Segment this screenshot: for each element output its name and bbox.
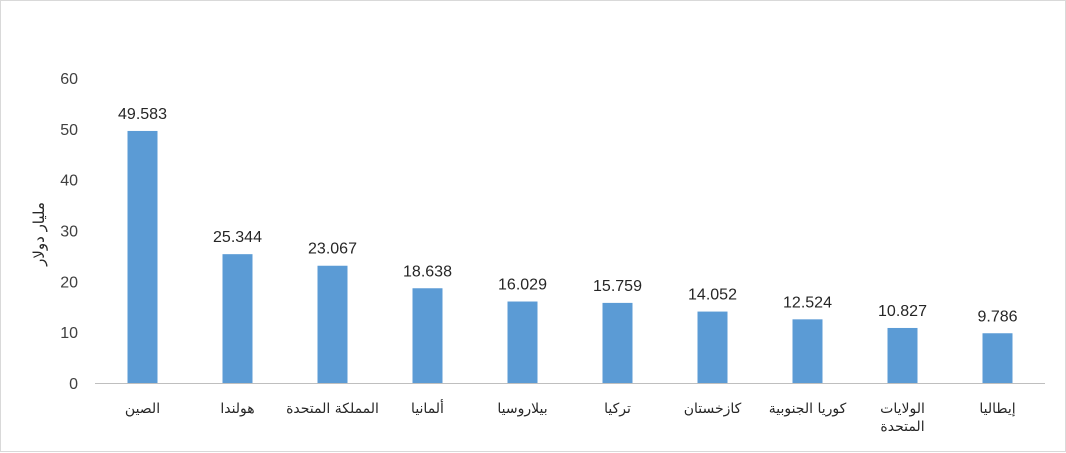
y-axis-label: مليار دولار — [30, 202, 48, 267]
data-label: 15.759 — [593, 278, 642, 295]
data-label: 10.827 — [878, 303, 927, 320]
bar — [887, 327, 918, 383]
y-tick-label: 0 — [69, 376, 78, 393]
y-tick-label: 20 — [60, 274, 78, 291]
data-label: 49.583 — [118, 106, 167, 123]
y-axis: 0 10 20 30 40 50 60 — [60, 71, 78, 393]
y-tick-label: 10 — [60, 325, 78, 342]
category-label: كازخستان — [684, 401, 742, 417]
y-tick-label: 50 — [60, 122, 78, 139]
bar — [317, 265, 348, 383]
bar — [412, 288, 443, 383]
data-label: 14.052 — [688, 287, 737, 304]
bar — [507, 301, 538, 383]
data-labels: 49.583 25.344 23.067 18.638 16.029 15.759 14.0… — [118, 106, 1018, 325]
category-label: الولايات المتحدة — [880, 401, 925, 435]
data-label: 16.029 — [498, 277, 547, 294]
y-tick-label: 30 — [60, 224, 78, 241]
category-label: هولندا — [220, 401, 254, 417]
bar — [982, 333, 1013, 383]
data-label: 18.638 — [403, 263, 452, 280]
bars — [127, 130, 1013, 383]
bar — [792, 319, 823, 383]
data-label: 9.786 — [977, 308, 1017, 325]
category-label: ألمانيا — [411, 399, 444, 417]
category-label: المملكة المتحدة — [286, 401, 379, 417]
bar — [222, 254, 253, 383]
data-label: 23.067 — [308, 241, 357, 258]
x-axis: الصين هولندا المملكة المتحدة ألمانيا بيلاروس… — [95, 383, 1045, 435]
data-label: 12.524 — [783, 294, 832, 311]
bar — [127, 130, 158, 383]
bar — [602, 302, 633, 383]
bar — [697, 311, 728, 383]
category-label: إيطاليا — [979, 401, 1015, 417]
y-tick-label: 40 — [60, 173, 78, 190]
data-label: 25.344 — [213, 229, 262, 246]
category-label: كوريا الجنوبية — [769, 401, 847, 417]
category-label: الصين — [125, 401, 160, 417]
y-tick-label: 60 — [60, 71, 78, 88]
category-label: تركيا — [604, 401, 631, 417]
category-label: بيلاروسيا — [497, 401, 547, 417]
